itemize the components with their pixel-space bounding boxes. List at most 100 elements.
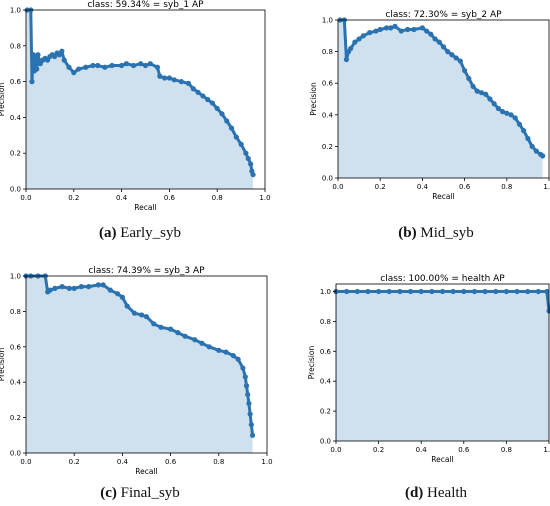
data-point: [168, 326, 174, 332]
data-point: [503, 288, 509, 295]
y-tick-label: 0.4: [10, 379, 22, 387]
data-point: [462, 67, 468, 74]
data-point: [61, 57, 67, 63]
data-point: [47, 287, 53, 293]
data-point: [360, 33, 366, 39]
data-point: [158, 324, 164, 330]
data-point: [436, 39, 442, 45]
data-point: [151, 321, 157, 327]
data-point: [440, 44, 447, 50]
data-point: [71, 70, 77, 76]
x-tick-label: 0.6: [164, 194, 176, 202]
data-point: [512, 115, 518, 121]
data-point: [376, 288, 382, 295]
data-point: [123, 61, 129, 67]
data-point: [107, 287, 113, 293]
data-point: [59, 48, 65, 54]
data-point: [383, 25, 390, 31]
y-tick-label: 0.2: [320, 408, 331, 416]
chart-panel-4: class: 100.00% = health AP 0.0 0.2 0.4 0.6 0.…: [307, 274, 550, 501]
data-point: [195, 89, 201, 95]
y-tick-label: 0.4: [10, 114, 22, 122]
y-tick-label: 0.2: [322, 143, 333, 151]
data-point: [209, 100, 216, 106]
data-point: [124, 303, 130, 309]
caption-letter: (d): [405, 485, 423, 501]
chart-panel-1: class: 59.34% = syb_1 AP 0.0 0.2 0.4 0.6 0.8 1…: [0, 0, 271, 241]
data-point: [411, 26, 417, 33]
data-point: [356, 36, 362, 42]
data-point: [139, 312, 145, 318]
y-axis-label: Precision: [307, 346, 316, 380]
x-tick-label: 0.2: [69, 458, 80, 466]
area-fill: [338, 20, 543, 178]
data-point: [386, 288, 392, 295]
x-tick-label: 1.0: [543, 183, 550, 191]
caption-text: Health: [423, 485, 467, 501]
data-point: [354, 288, 360, 295]
data-point: [483, 91, 489, 97]
x-tick-label: 0.6: [459, 183, 471, 191]
x-tick-label: 0.2: [375, 183, 386, 191]
y-tick-label: 0.0: [322, 175, 333, 183]
data-point: [493, 288, 499, 295]
data-point: [190, 86, 196, 92]
x-tick-label: 0.4: [417, 183, 429, 191]
data-point: [516, 121, 523, 127]
data-point: [216, 347, 222, 353]
data-point: [114, 291, 121, 297]
x-axis-label: Recall: [134, 203, 156, 212]
data-point: [66, 64, 72, 70]
data-point: [119, 294, 125, 300]
x-tick-label: 0.0: [330, 446, 341, 454]
chart-title: class: 72.30% = syb_2 AP: [385, 10, 502, 20]
data-point: [242, 374, 248, 380]
data-point: [457, 58, 463, 64]
data-point: [405, 26, 411, 33]
data-point: [86, 284, 92, 290]
y-tick-label: 0.0: [320, 438, 331, 446]
data-point: [233, 134, 239, 140]
data-point: [95, 62, 101, 69]
data-point: [178, 79, 184, 85]
data-point: [182, 333, 188, 339]
data-point: [428, 31, 434, 37]
data-point: [525, 288, 531, 295]
x-tick-label: 0.8: [213, 458, 224, 466]
data-point: [171, 77, 177, 83]
panel-caption: (d) Health: [405, 485, 468, 501]
y-tick-label: 0.6: [322, 80, 334, 88]
y-tick-label: 0.8: [322, 48, 333, 56]
y-tick-label: 0.8: [320, 318, 331, 326]
y-tick-label: 1.0: [322, 17, 333, 25]
y-tick-label: 1.0: [10, 273, 21, 281]
x-axis-label: Recall: [432, 192, 454, 201]
pr-curve-line: [336, 289, 550, 312]
x-tick-label: 0.0: [332, 183, 343, 191]
data-point: [243, 383, 250, 389]
data-point: [78, 284, 85, 290]
data-point: [34, 66, 40, 72]
data-point: [154, 64, 161, 70]
data-point: [525, 135, 531, 142]
data-point: [83, 64, 89, 70]
data-point: [344, 288, 350, 295]
y-axis-label: Precision: [309, 82, 318, 116]
data-point: [365, 288, 371, 295]
data-point: [343, 56, 350, 63]
data-point: [138, 61, 144, 67]
data-point: [495, 105, 501, 112]
x-axis-label: Recall: [135, 467, 157, 476]
data-point: [367, 30, 373, 36]
chart-title: class: 100.00% = health AP: [380, 274, 505, 284]
axes-frame: [335, 283, 550, 442]
data-point: [166, 75, 172, 81]
area-fill: [26, 10, 254, 189]
data-point: [398, 28, 404, 34]
data-point: [29, 79, 35, 85]
y-tick-label: 0.6: [10, 343, 22, 351]
data-point: [162, 75, 168, 81]
data-point: [223, 349, 229, 355]
data-point: [71, 285, 77, 291]
data-point: [66, 285, 72, 291]
